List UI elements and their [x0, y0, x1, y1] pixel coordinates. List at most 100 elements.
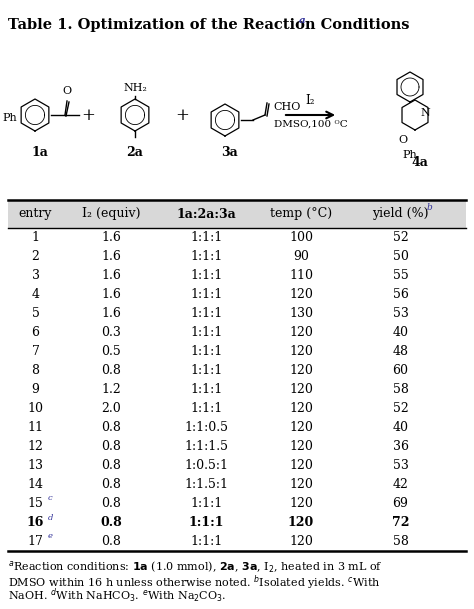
Text: 1.2: 1.2 — [101, 383, 121, 396]
Text: 1:1:1: 1:1:1 — [190, 231, 222, 244]
Text: e: e — [47, 532, 53, 541]
Text: 1:1:1: 1:1:1 — [189, 516, 224, 529]
Text: NaOH. $^d$With NaHCO$_3$. $^e$With Na$_2$CO$_3$.: NaOH. $^d$With NaHCO$_3$. $^e$With Na$_2… — [8, 587, 227, 605]
Text: 9: 9 — [32, 383, 39, 396]
Text: 13: 13 — [27, 459, 44, 472]
Text: entry: entry — [19, 208, 52, 220]
Text: 4a: 4a — [411, 156, 428, 169]
Text: 2a: 2a — [127, 146, 144, 159]
Text: 120: 120 — [289, 402, 313, 415]
Text: 0.8: 0.8 — [101, 535, 121, 548]
Text: 2.0: 2.0 — [101, 402, 121, 415]
Text: 53: 53 — [392, 307, 409, 320]
Text: 0.5: 0.5 — [101, 345, 121, 358]
Text: 1:1:1: 1:1:1 — [190, 269, 222, 282]
Text: 58: 58 — [392, 535, 409, 548]
Text: CHO: CHO — [273, 102, 301, 112]
Text: 120: 120 — [289, 535, 313, 548]
Text: 0.8: 0.8 — [101, 497, 121, 510]
Text: 0.8: 0.8 — [101, 459, 121, 472]
Text: O: O — [63, 86, 72, 96]
Text: 1:1:1.5: 1:1:1.5 — [184, 440, 228, 453]
Text: 4: 4 — [32, 288, 39, 301]
Text: 1:1:1: 1:1:1 — [190, 535, 222, 548]
Text: 120: 120 — [289, 364, 313, 377]
Text: 50: 50 — [392, 250, 409, 263]
Text: 1.6: 1.6 — [101, 231, 121, 244]
Bar — [8, 200, 466, 228]
Text: 1.6: 1.6 — [101, 307, 121, 320]
Text: 1: 1 — [32, 231, 39, 244]
Text: 16: 16 — [27, 516, 44, 529]
Text: 42: 42 — [392, 478, 409, 491]
Text: temp (°C): temp (°C) — [270, 208, 332, 220]
Text: 17: 17 — [27, 535, 44, 548]
Text: d: d — [47, 513, 53, 521]
Text: O: O — [399, 135, 408, 145]
Text: 58: 58 — [392, 383, 409, 396]
Text: 1:1:1: 1:1:1 — [190, 326, 222, 339]
Text: 0.8: 0.8 — [101, 440, 121, 453]
Text: 120: 120 — [289, 383, 313, 396]
Text: Ph: Ph — [402, 150, 418, 160]
Text: 11: 11 — [27, 421, 44, 434]
Text: 1a:2a:3a: 1a:2a:3a — [176, 208, 236, 220]
Text: DMSO within 16 h unless otherwise noted. $^b$Isolated yields. $^c$With: DMSO within 16 h unless otherwise noted.… — [8, 573, 381, 591]
Text: 0.8: 0.8 — [101, 478, 121, 491]
Text: 1.6: 1.6 — [101, 288, 121, 301]
Text: Ph: Ph — [2, 113, 17, 123]
Text: 120: 120 — [289, 326, 313, 339]
Text: 1:1:1: 1:1:1 — [190, 250, 222, 263]
Text: a: a — [299, 16, 305, 25]
Text: b: b — [427, 203, 432, 213]
Text: Table 1. Optimization of the Reaction Conditions: Table 1. Optimization of the Reaction Co… — [8, 18, 410, 32]
Text: 10: 10 — [27, 402, 44, 415]
Text: 120: 120 — [289, 288, 313, 301]
Text: 120: 120 — [289, 421, 313, 434]
Text: 52: 52 — [392, 231, 409, 244]
Text: 3: 3 — [32, 269, 39, 282]
Text: 120: 120 — [289, 440, 313, 453]
Text: 14: 14 — [27, 478, 44, 491]
Text: 8: 8 — [32, 364, 39, 377]
Text: +: + — [81, 107, 95, 124]
Text: DMSO,100 ᴼC: DMSO,100 ᴼC — [273, 120, 347, 129]
Text: 0.8: 0.8 — [101, 364, 121, 377]
Text: 0.8: 0.8 — [101, 421, 121, 434]
Text: 56: 56 — [392, 288, 409, 301]
Text: $^a$Reaction conditions: $\mathbf{1a}$ (1.0 mmol), $\mathbf{2a}$, $\mathbf{3a}$,: $^a$Reaction conditions: $\mathbf{1a}$ (… — [8, 559, 383, 574]
Text: 120: 120 — [288, 516, 314, 529]
Text: 1:1:0.5: 1:1:0.5 — [184, 421, 228, 434]
Text: 3a: 3a — [222, 146, 238, 159]
Text: 1:0.5:1: 1:0.5:1 — [184, 459, 228, 472]
Text: 130: 130 — [289, 307, 313, 320]
Text: 72: 72 — [392, 516, 409, 529]
Text: 1:1:1: 1:1:1 — [190, 307, 222, 320]
Text: 120: 120 — [289, 478, 313, 491]
Text: 53: 53 — [392, 459, 409, 472]
Text: 1.6: 1.6 — [101, 250, 121, 263]
Text: 120: 120 — [289, 497, 313, 510]
Text: I₂: I₂ — [306, 94, 315, 107]
Text: N: N — [420, 108, 430, 118]
Text: 69: 69 — [392, 497, 409, 510]
Text: 52: 52 — [392, 402, 409, 415]
Text: 40: 40 — [392, 326, 409, 339]
Text: 1:1:1: 1:1:1 — [190, 345, 222, 358]
Text: yield (%): yield (%) — [372, 208, 429, 220]
Text: 2: 2 — [32, 250, 39, 263]
Text: 40: 40 — [392, 421, 409, 434]
Text: 100: 100 — [289, 231, 313, 244]
Text: 12: 12 — [27, 440, 44, 453]
Text: I₂ (equiv): I₂ (equiv) — [82, 208, 141, 220]
Text: 120: 120 — [289, 459, 313, 472]
Text: 0.3: 0.3 — [101, 326, 121, 339]
Text: 6: 6 — [32, 326, 39, 339]
Text: 55: 55 — [392, 269, 409, 282]
Text: 36: 36 — [392, 440, 409, 453]
Text: 1.6: 1.6 — [101, 269, 121, 282]
Text: +: + — [175, 107, 189, 124]
Text: 48: 48 — [392, 345, 409, 358]
Text: 7: 7 — [32, 345, 39, 358]
Text: 1:1:1: 1:1:1 — [190, 288, 222, 301]
